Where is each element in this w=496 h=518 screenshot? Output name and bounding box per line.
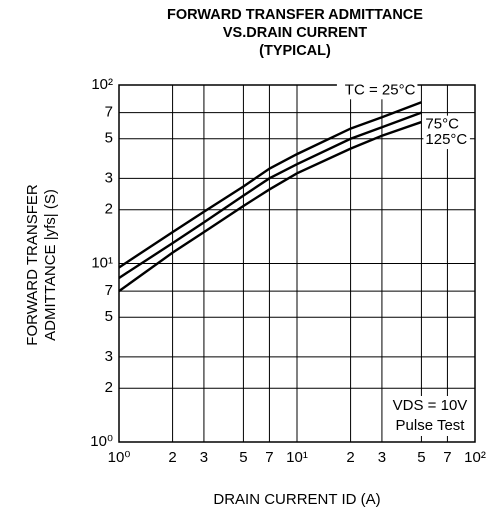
series-line	[118, 111, 422, 279]
y-tick-label: 10²	[91, 76, 113, 93]
y-tick-label: 3	[105, 169, 113, 186]
x-axis-label: DRAIN CURRENT ID (A)	[213, 491, 380, 508]
label-box	[423, 115, 462, 134]
chart-title: VS.DRAIN CURRENT	[223, 25, 367, 41]
x-tick-label: 7	[265, 449, 273, 466]
y-tick-label: 5	[105, 308, 113, 325]
y-tick-label: 7	[105, 104, 113, 121]
y-axis-label: FORWARD TRANSFER	[24, 184, 41, 346]
x-tick-label: 2	[346, 449, 354, 466]
annotation: Pulse Test	[396, 417, 466, 434]
y-tick-label: 2	[105, 379, 113, 396]
x-tick-label: 5	[239, 449, 247, 466]
x-tick-label: 3	[378, 449, 386, 466]
y-tick-label: 7	[105, 282, 113, 299]
chart-title: (TYPICAL)	[259, 43, 331, 59]
y-tick-label: 10¹	[91, 254, 113, 271]
y-axis-label: ADMITTANCE |yfs| (S)	[42, 189, 59, 341]
series-line	[118, 120, 422, 293]
plot-frame	[118, 84, 476, 443]
chart-title: FORWARD TRANSFER ADMITTANCE	[167, 7, 423, 23]
label-box	[336, 81, 418, 100]
x-tick-label: 2	[168, 449, 176, 466]
y-tick-label: 10⁰	[90, 433, 113, 450]
y-tick-label: 2	[105, 201, 113, 218]
series-line	[118, 101, 422, 269]
x-tick-label: 7	[443, 449, 451, 466]
x-tick-label: 3	[200, 449, 208, 466]
x-tick-label: 10²	[464, 449, 486, 466]
x-tick-label: 10⁰	[108, 449, 131, 466]
x-tick-label: 10¹	[286, 449, 308, 466]
legend-label: 75°C	[425, 116, 459, 133]
legend-label: TC = 25°C	[345, 81, 416, 98]
y-tick-label: 5	[105, 130, 113, 147]
x-tick-label: 5	[417, 449, 425, 466]
label-box	[423, 131, 470, 150]
y-tick-label: 3	[105, 348, 113, 365]
annotation-box	[392, 396, 468, 436]
annotation: VDS = 10V	[393, 397, 468, 414]
legend-label: 125°C	[425, 131, 467, 148]
